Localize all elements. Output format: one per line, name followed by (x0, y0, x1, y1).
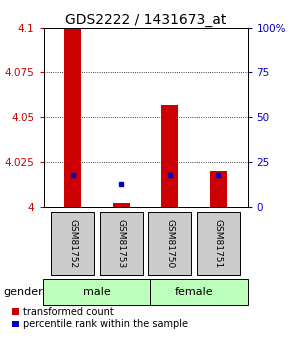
Legend: transformed count, percentile rank within the sample: transformed count, percentile rank withi… (12, 307, 188, 329)
Text: GSM81753: GSM81753 (117, 219, 126, 268)
Text: GSM81751: GSM81751 (214, 219, 223, 268)
Title: GDS2222 / 1431673_at: GDS2222 / 1431673_at (65, 12, 226, 27)
Bar (100, 212, 142, 275)
Bar (150, 279, 248, 305)
Text: GSM81752: GSM81752 (68, 219, 77, 268)
Bar (148, 212, 191, 275)
Bar (197, 212, 240, 275)
Bar (161, 105, 178, 207)
Text: male: male (83, 287, 111, 297)
Bar (51, 212, 94, 275)
Text: female: female (175, 287, 213, 297)
Bar (64, 28, 81, 207)
Text: gender: gender (3, 287, 43, 297)
Bar (113, 204, 130, 207)
Text: GSM81750: GSM81750 (165, 219, 174, 268)
Bar (210, 171, 227, 207)
Bar (44, 279, 150, 305)
